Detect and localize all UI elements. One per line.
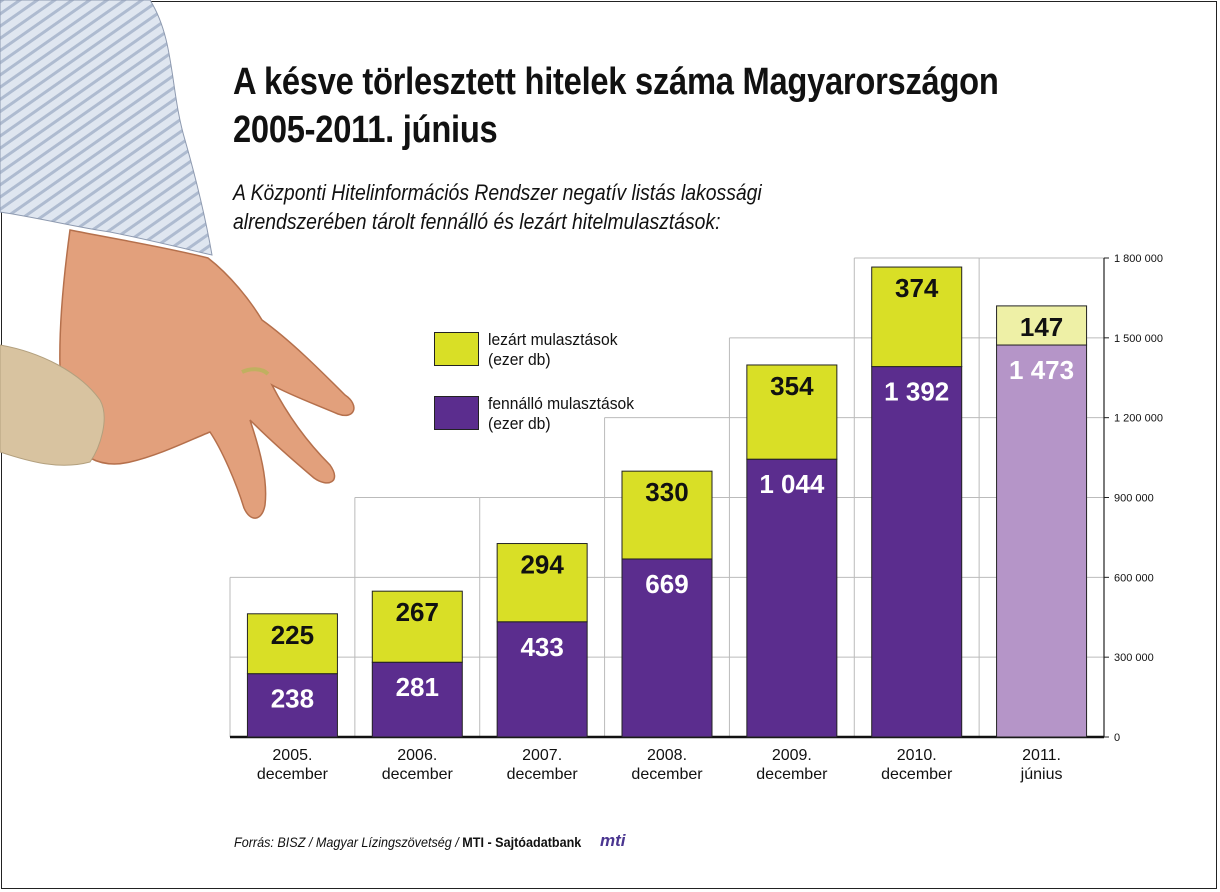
legend-swatch-open xyxy=(434,396,479,430)
category-label-line-1: 2007. xyxy=(522,747,562,764)
subtitle-line-1: A Központi Hitelinformációs Rendszer neg… xyxy=(233,180,762,205)
bar-label-open: 433 xyxy=(520,632,563,662)
bar-segment-open xyxy=(746,458,838,738)
bar-segment-closed xyxy=(246,613,338,675)
bar-segment-closed xyxy=(621,470,713,560)
y-tick-label: 0 xyxy=(1114,732,1120,744)
legend-swatch-closed xyxy=(434,332,479,366)
bar-label-closed: 267 xyxy=(396,597,439,627)
y-tick-label: 1 500 000 xyxy=(1114,333,1163,345)
chart-title: A késve törlesztett hitelek száma Magyar… xyxy=(233,58,999,154)
source-bold: MTI - Sajtóadatbank xyxy=(462,834,582,850)
category-label-line-1: 2008. xyxy=(647,747,687,764)
bar-label-open: 1 392 xyxy=(884,377,949,407)
bar-segment-open xyxy=(371,661,463,738)
bar-label-closed: 374 xyxy=(895,273,939,303)
category-label-line-2: június xyxy=(1020,766,1063,783)
category-label-line-2: december xyxy=(507,766,579,783)
bar-segment-open xyxy=(496,621,588,738)
bar-label-closed: 294 xyxy=(520,550,564,580)
legend-open-line-2: (ezer db) xyxy=(488,414,551,433)
category-label-line-1: 2006. xyxy=(397,747,437,764)
hand-illustration xyxy=(0,0,355,519)
legend-closed-line-1: lezárt mulasztások xyxy=(488,330,618,349)
category-label-line-1: 2009. xyxy=(772,747,812,764)
y-tick-label: 1 800 000 xyxy=(1114,253,1163,265)
bar-label-open: 281 xyxy=(396,672,439,702)
subtitle-line-2: alrendszerében tárolt fennálló és lezárt… xyxy=(233,209,721,234)
bar-label-closed: 147 xyxy=(1020,312,1063,342)
bar-segment-open xyxy=(871,366,963,738)
category-label-line-2: december xyxy=(881,766,953,783)
bar-label-closed: 225 xyxy=(271,620,314,650)
bar-segment-closed xyxy=(871,266,963,368)
category-label-line-1: 2011. xyxy=(1022,747,1061,764)
bar-segment-closed xyxy=(746,364,838,460)
bar-label-closed: 330 xyxy=(645,477,688,507)
bar-segment-closed xyxy=(371,590,463,663)
y-tick-label: 1 200 000 xyxy=(1114,413,1163,425)
y-tick-label: 300 000 xyxy=(1114,652,1154,664)
bar-label-open: 669 xyxy=(645,569,688,599)
bar-label-open: 238 xyxy=(271,684,314,714)
category-label-line-1: 2010. xyxy=(897,747,937,764)
bar-label-open: 1 044 xyxy=(759,469,825,499)
source-prefix: Forrás: BISZ / Magyar Lízingszövetség / xyxy=(234,834,463,850)
legend-open-line-1: fennálló mulasztások xyxy=(488,394,635,413)
source-note: Forrás: BISZ / Magyar Lízingszövetség / … xyxy=(234,834,581,850)
bar-segment-closed xyxy=(496,543,588,623)
category-label-line-2: december xyxy=(631,766,703,783)
bar-label-closed: 354 xyxy=(770,371,814,401)
y-tick-label: 900 000 xyxy=(1114,493,1154,505)
chart-subtitle: A Központi Hitelinformációs Rendszer neg… xyxy=(233,178,762,236)
bar-segment-open xyxy=(246,673,338,738)
bar-segment-open xyxy=(996,344,1088,738)
category-label-line-2: december xyxy=(257,766,329,783)
category-label-line-2: december xyxy=(756,766,828,783)
title-line-2: 2005-2011. június xyxy=(233,109,498,151)
mti-logo: mti xyxy=(600,831,626,850)
y-tick-label: 600 000 xyxy=(1114,572,1154,584)
bar-segment-closed xyxy=(996,305,1088,346)
legend-label-closed: lezárt mulasztások (ezer db) xyxy=(488,330,672,370)
bar-segment-open xyxy=(621,558,713,738)
title-line-1: A késve törlesztett hitelek száma Magyar… xyxy=(233,61,999,103)
legend-closed-line-2: (ezer db) xyxy=(488,350,551,369)
category-label-line-2: december xyxy=(382,766,454,783)
legend-label-open: fennálló mulasztások (ezer db) xyxy=(488,394,672,434)
category-label-line-1: 2005. xyxy=(272,747,312,764)
bar-label-open: 1 473 xyxy=(1009,355,1074,385)
